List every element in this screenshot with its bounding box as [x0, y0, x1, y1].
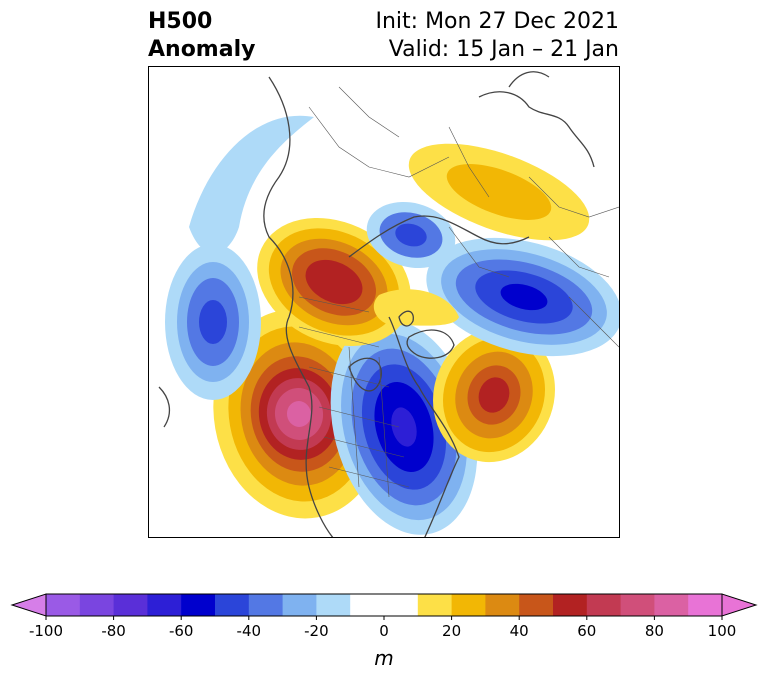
- coastlines: [158, 71, 595, 537]
- colorbar-bin-0: [46, 594, 81, 616]
- map-panel: [148, 66, 620, 538]
- colorbar-extend-over: [721, 593, 758, 617]
- colorbar-tick-label: 20: [442, 622, 462, 640]
- colorbar-tick-label: 80: [644, 622, 664, 640]
- colorbar-bin-5: [215, 594, 250, 616]
- colorbar-bin-18: [688, 594, 723, 616]
- colorbar-tick-label: -60: [168, 622, 194, 640]
- colorbar-tick-label: 100: [707, 622, 737, 640]
- init-date: Init: Mon 27 Dec 2021: [375, 9, 620, 34]
- colorbar-graphic: [10, 593, 758, 620]
- colorbar-bin-10: [417, 594, 453, 616]
- colorbar-bin-12: [485, 594, 520, 616]
- colorbar-tick-label: -20: [304, 622, 329, 640]
- colorbar-bin-3: [147, 594, 182, 616]
- colorbar-bin-15: [586, 594, 622, 616]
- colorbar-bin-1: [79, 594, 115, 616]
- colorbar-bin-13: [519, 594, 554, 616]
- anomaly-bering-negative: [189, 115, 314, 254]
- colorbar-bin-8: [316, 594, 351, 616]
- colorbar-tick-label: 60: [577, 622, 597, 640]
- colorbar-ticks: -100 -80 -60 -40 -20 0 20 40 60 80 100: [0, 622, 768, 642]
- anomaly-atlantic-positive: [433, 327, 555, 463]
- colorbar-tick-label: -40: [236, 622, 262, 640]
- colorbar-bin-16: [620, 594, 655, 616]
- colorbar-unit-label: m: [374, 646, 394, 670]
- valid-range: Valid: 15 Jan – 21 Jan: [388, 37, 619, 62]
- colorbar-bin-14: [553, 594, 588, 616]
- anomaly-map: [158, 71, 619, 537]
- colorbar-extend-under: [10, 593, 47, 617]
- political-borders: [298, 86, 619, 498]
- colorbar: [10, 590, 758, 620]
- anomaly-central-asia-positive: [408, 143, 590, 241]
- colorbar-tick-label: -100: [28, 622, 64, 640]
- anomaly-north-pacific-negative: [165, 244, 261, 400]
- colorbar-bin-4: [181, 594, 216, 616]
- anomaly-europe-negative: [426, 237, 619, 357]
- colorbar-bin-7: [282, 594, 317, 616]
- forecast-dates: Init: Mon 27 Dec 2021 Valid: 15 Jan – 21…: [376, 8, 620, 64]
- colorbar-bin-17: [654, 594, 689, 616]
- colorbar-bin-9: [350, 594, 419, 616]
- colorbar-tick-label: 0: [379, 622, 389, 640]
- anomaly-arctic-positive: [373, 289, 459, 326]
- colorbar-bin-2: [113, 594, 148, 616]
- title-line-variable: H500: [148, 9, 213, 34]
- colorbar-bin-11: [451, 594, 486, 616]
- colorbar-tick-label: -80: [101, 622, 126, 640]
- anomaly-ural-negative: [366, 201, 456, 269]
- colorbar-bin-6: [248, 594, 284, 616]
- anomaly-east-siberia-positive: [257, 217, 411, 347]
- map-title: H500 Anomaly: [148, 8, 255, 64]
- colorbar-tick-label: 40: [509, 622, 529, 640]
- title-line-type: Anomaly: [148, 37, 256, 62]
- anomaly-east-na-negative: [330, 319, 478, 535]
